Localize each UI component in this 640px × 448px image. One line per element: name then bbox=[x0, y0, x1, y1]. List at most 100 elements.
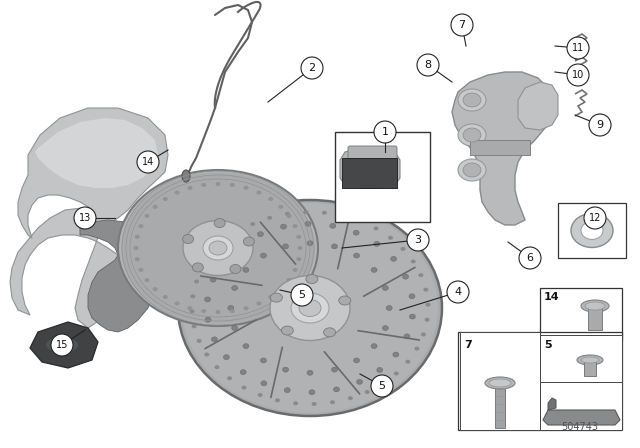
Ellipse shape bbox=[221, 241, 226, 245]
Text: 5: 5 bbox=[298, 290, 305, 300]
Ellipse shape bbox=[291, 293, 329, 323]
Ellipse shape bbox=[298, 246, 303, 250]
Ellipse shape bbox=[214, 365, 220, 369]
Ellipse shape bbox=[189, 310, 195, 313]
Ellipse shape bbox=[201, 309, 206, 313]
Text: 14: 14 bbox=[544, 292, 559, 302]
Ellipse shape bbox=[330, 400, 335, 404]
Ellipse shape bbox=[175, 302, 179, 306]
Circle shape bbox=[519, 247, 541, 269]
Ellipse shape bbox=[485, 377, 515, 389]
Polygon shape bbox=[80, 220, 158, 332]
Ellipse shape bbox=[223, 355, 229, 360]
Ellipse shape bbox=[183, 220, 253, 276]
Ellipse shape bbox=[374, 241, 380, 246]
Ellipse shape bbox=[388, 236, 393, 240]
Circle shape bbox=[447, 281, 469, 303]
Ellipse shape bbox=[571, 214, 613, 247]
Ellipse shape bbox=[293, 401, 298, 405]
Circle shape bbox=[137, 151, 159, 173]
Ellipse shape bbox=[153, 205, 157, 209]
Ellipse shape bbox=[382, 326, 388, 331]
Ellipse shape bbox=[134, 246, 138, 250]
Ellipse shape bbox=[214, 219, 225, 228]
Ellipse shape bbox=[188, 186, 193, 190]
Ellipse shape bbox=[353, 358, 360, 363]
Bar bbox=[588, 306, 602, 330]
Ellipse shape bbox=[230, 183, 235, 187]
Ellipse shape bbox=[278, 287, 284, 291]
Ellipse shape bbox=[292, 224, 298, 228]
Ellipse shape bbox=[216, 182, 221, 186]
Text: 14: 14 bbox=[142, 157, 154, 167]
Polygon shape bbox=[10, 108, 168, 328]
Ellipse shape bbox=[153, 287, 157, 291]
Bar bbox=[342, 158, 397, 188]
Text: 13: 13 bbox=[79, 213, 91, 223]
Bar bbox=[584, 358, 596, 376]
Ellipse shape bbox=[374, 226, 378, 230]
Ellipse shape bbox=[371, 267, 377, 272]
Text: 6: 6 bbox=[527, 253, 534, 263]
Ellipse shape bbox=[267, 216, 272, 220]
Ellipse shape bbox=[204, 353, 209, 357]
Ellipse shape bbox=[175, 190, 179, 194]
Ellipse shape bbox=[332, 367, 337, 372]
Ellipse shape bbox=[287, 214, 291, 218]
Ellipse shape bbox=[227, 376, 232, 380]
Ellipse shape bbox=[581, 221, 603, 240]
Ellipse shape bbox=[421, 332, 426, 336]
Circle shape bbox=[407, 229, 429, 251]
Bar bbox=[458, 332, 622, 430]
Circle shape bbox=[417, 54, 439, 76]
Ellipse shape bbox=[458, 159, 486, 181]
Circle shape bbox=[291, 284, 313, 306]
Ellipse shape bbox=[270, 293, 282, 302]
Ellipse shape bbox=[194, 280, 199, 284]
Ellipse shape bbox=[409, 294, 415, 299]
Text: 7: 7 bbox=[464, 340, 472, 350]
Ellipse shape bbox=[200, 265, 205, 269]
Ellipse shape bbox=[260, 253, 266, 258]
Ellipse shape bbox=[240, 370, 246, 375]
Polygon shape bbox=[35, 118, 158, 188]
Ellipse shape bbox=[135, 235, 140, 239]
Ellipse shape bbox=[424, 318, 429, 322]
Ellipse shape bbox=[138, 268, 143, 272]
Ellipse shape bbox=[403, 274, 408, 279]
Circle shape bbox=[371, 375, 393, 397]
Ellipse shape bbox=[284, 388, 291, 392]
Ellipse shape bbox=[261, 381, 267, 386]
Ellipse shape bbox=[377, 367, 383, 372]
Ellipse shape bbox=[306, 275, 318, 284]
Ellipse shape bbox=[182, 170, 190, 182]
Ellipse shape bbox=[312, 402, 317, 406]
Ellipse shape bbox=[411, 259, 416, 263]
Circle shape bbox=[589, 114, 611, 136]
Text: 10: 10 bbox=[572, 70, 584, 80]
Text: 504743: 504743 bbox=[561, 422, 598, 432]
Ellipse shape bbox=[237, 244, 243, 249]
Bar bbox=[470, 140, 530, 155]
Polygon shape bbox=[518, 82, 558, 130]
Ellipse shape bbox=[292, 268, 298, 272]
Ellipse shape bbox=[305, 221, 311, 226]
Ellipse shape bbox=[322, 211, 327, 215]
Ellipse shape bbox=[280, 224, 287, 229]
Ellipse shape bbox=[585, 302, 605, 310]
Ellipse shape bbox=[243, 267, 249, 272]
Ellipse shape bbox=[307, 370, 313, 375]
Polygon shape bbox=[543, 410, 620, 425]
Ellipse shape bbox=[270, 276, 350, 340]
Bar bbox=[540, 288, 622, 340]
Ellipse shape bbox=[188, 306, 193, 310]
Ellipse shape bbox=[241, 386, 246, 390]
Ellipse shape bbox=[340, 214, 345, 218]
Ellipse shape bbox=[193, 263, 204, 272]
Ellipse shape bbox=[201, 183, 206, 187]
Ellipse shape bbox=[205, 297, 211, 302]
Ellipse shape bbox=[191, 324, 196, 328]
Ellipse shape bbox=[348, 396, 353, 400]
Ellipse shape bbox=[250, 222, 255, 226]
Ellipse shape bbox=[581, 357, 599, 363]
